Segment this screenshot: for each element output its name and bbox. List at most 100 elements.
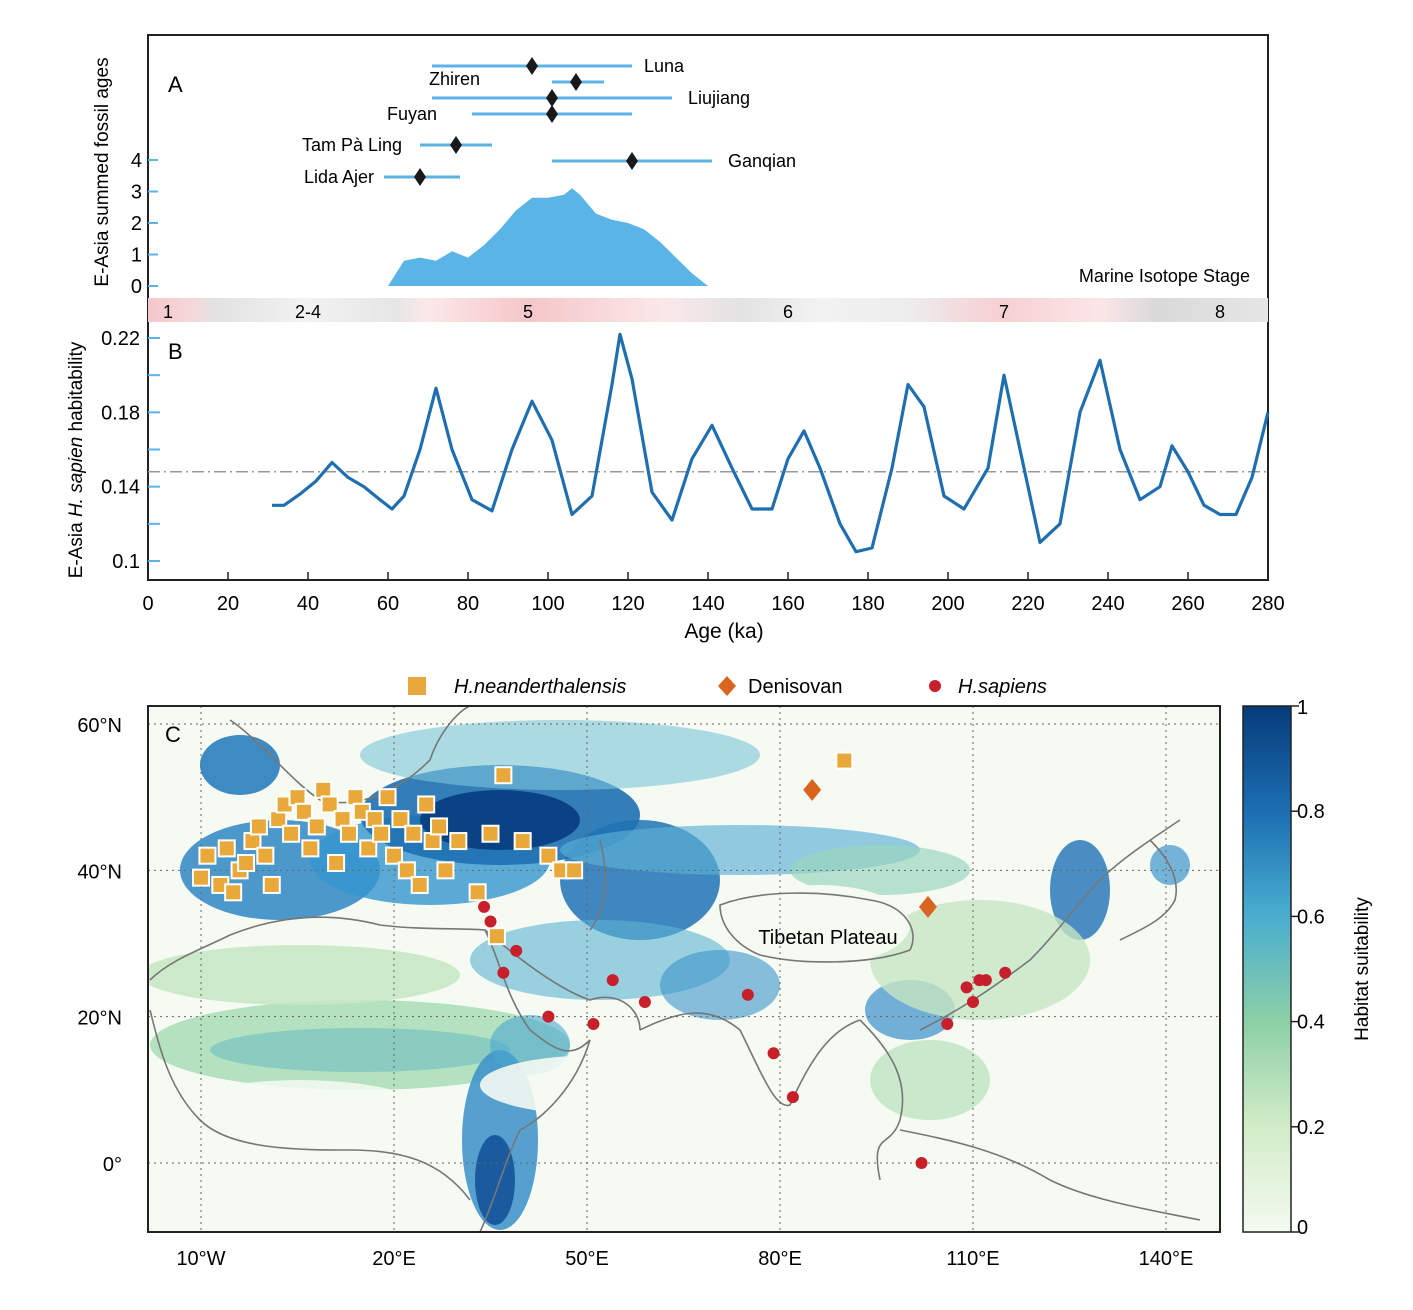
habitat-suitability-field: [148, 720, 1190, 1230]
map-panel: H.neanderthalensis Denisovan H.sapiens: [77, 676, 1373, 1270]
india-coastline: [639, 1012, 861, 1107]
panel-b-xtick-label: 60: [377, 593, 399, 615]
panel-c-label: C: [165, 722, 181, 747]
neanderthal-site-marker: [346, 788, 365, 807]
panel-b-x-axis: 0 20 40 60 80 100 120 140 160 180 200 220 240 260 280: [142, 572, 1285, 615]
neanderthal-site-marker: [565, 861, 584, 880]
steppe-band: [360, 720, 760, 790]
panel-a-y-axis: 0 1 2 3 4: [131, 150, 158, 298]
panel-b-xtick-label: 120: [611, 593, 644, 615]
neanderthal-site-marker: [404, 824, 423, 843]
legend-denisovan-diamond-icon: [718, 676, 736, 696]
sapiens-site-marker: [606, 974, 619, 987]
panel-b-xlabel: Age (ka): [684, 620, 763, 643]
sapiens-site-marker: [542, 1010, 555, 1023]
panel-b-xtick-label: 260: [1171, 593, 1204, 615]
legend-sapiens-label: H.sapiens: [958, 676, 1047, 698]
map-content: [148, 706, 1220, 1232]
africa-coastline: [149, 916, 591, 1232]
panel-b-xtick-label: 180: [851, 593, 884, 615]
panel-a-ytick-label: 2: [131, 213, 142, 235]
neanderthal-site-marker: [494, 766, 513, 785]
colorbar-label: Habitat suitability: [1352, 897, 1373, 1041]
fossil-fuyan: Fuyan: [387, 104, 632, 124]
neanderthal-site-marker: [513, 832, 532, 851]
neanderthal-site-marker: [224, 883, 243, 902]
map-axis-ticks: 60°N 40°N 20°N 0° 10°W 20°E 50°E 80°E 110°E 140°E: [77, 715, 1193, 1270]
fossil-label: Ganqian: [728, 151, 796, 171]
panel-b-xtick-label: 140: [691, 593, 724, 615]
legend-denisovan-label: Denisovan: [748, 676, 843, 698]
neanderthal-site-marker: [237, 854, 256, 873]
east-africa-core: [475, 1135, 515, 1225]
north-africa-band: [148, 945, 460, 1005]
longitude-tick-label: 20°E: [372, 1248, 416, 1270]
fossil-age-diamond: [450, 136, 462, 154]
sapiens-site-marker: [497, 966, 510, 979]
longitude-tick-label: 80°E: [758, 1248, 802, 1270]
europe-coastline: [229, 706, 471, 804]
fossil-age-diamond: [526, 57, 538, 75]
colorbar-tick-label: 0: [1297, 1217, 1308, 1239]
neanderthal-site-marker: [333, 810, 352, 829]
neanderthal-site-marker: [385, 846, 403, 865]
neanderthal-site-marker: [436, 861, 455, 880]
colorbar-tick-label: 1: [1297, 697, 1308, 719]
latitude-tick-label: 20°N: [77, 1008, 122, 1030]
map-gridlines: [148, 706, 1220, 1232]
latitude-tick-label: 0°: [103, 1154, 122, 1176]
neanderthal-site-marker: [288, 788, 307, 807]
mis-strip: [148, 298, 1268, 322]
mis-stage-label: 2-4: [295, 302, 321, 322]
colorbar-tick-label: 0.6: [1297, 906, 1325, 928]
panel-b-xtick-label: 200: [931, 593, 964, 615]
fossil-ganqian: Ganqian: [552, 151, 796, 171]
panel-b-ylabel-italic: H. sapien: [66, 437, 87, 517]
sapiens-site-marker: [587, 1017, 600, 1030]
neanderthal-site-marker: [269, 810, 288, 829]
neanderthal-site-marker: [359, 839, 378, 858]
colorbar: 0 0.2 0.4 0.6 0.8 1 Habitat suitability: [1242, 697, 1373, 1239]
sapiens-site-marker: [741, 988, 754, 1001]
neanderthal-site-marker: [481, 824, 500, 843]
panel-b-ytick-label: 0.14: [101, 477, 140, 499]
neanderthal-site-marker: [243, 832, 262, 851]
longitude-tick-label: 140°E: [1139, 1248, 1194, 1270]
neanderthal-site-marker: [449, 832, 468, 851]
mis-stage-label: 6: [783, 302, 793, 322]
denisovan-site-marker: [918, 895, 937, 918]
latitude-tick-label: 60°N: [77, 715, 122, 737]
korea-zone: [1050, 840, 1110, 940]
panel-b-ytick-label: 0.18: [101, 402, 140, 424]
coastlines: [149, 706, 1201, 1232]
sapiens-site-marker: [786, 1091, 799, 1104]
habitability-line: [272, 332, 1270, 554]
indus-zone: [660, 950, 780, 1020]
panel-b-y-axis: 0.1 0.14 0.18 0.22: [101, 328, 160, 573]
longitude-tick-label: 10°W: [176, 1248, 225, 1270]
fossil-label: Tam Pà Ling: [302, 135, 402, 155]
mis-labels: 1 2-4 5 6 7 8: [163, 302, 1225, 322]
longitude-tick-label: 110°E: [946, 1248, 999, 1270]
neanderthal-site-marker: [192, 868, 210, 887]
colorbar-tick-label: 0.2: [1297, 1117, 1325, 1139]
indochina-zone: [870, 1040, 990, 1120]
neanderthal-site-marker: [282, 824, 301, 843]
latitude-tick-label: 40°N: [77, 861, 122, 883]
panel-b-ylabel-pre: E-Asia: [66, 517, 87, 578]
east-china-zone: [870, 900, 1090, 1020]
panel-a-ytick-label: 3: [131, 182, 142, 204]
panel-b-ytick-label: 0.22: [101, 328, 140, 350]
colorbar-ticks: 0 0.2 0.4 0.6 0.8 1: [1291, 697, 1325, 1239]
sapiens-site-marker: [960, 981, 973, 994]
panel-a-ytick-label: 4: [131, 150, 142, 172]
japan-coastline: [1119, 839, 1177, 941]
neanderthal-site-marker: [256, 846, 275, 865]
fossil-age-diamond: [626, 152, 638, 170]
sapiens-site-marker: [638, 996, 651, 1009]
sapiens-site-marker: [967, 996, 979, 1009]
fossil-label: Lida Ajer: [304, 167, 374, 187]
fossil-age-diamond: [546, 105, 558, 123]
neanderthal-site-marker: [487, 927, 506, 946]
